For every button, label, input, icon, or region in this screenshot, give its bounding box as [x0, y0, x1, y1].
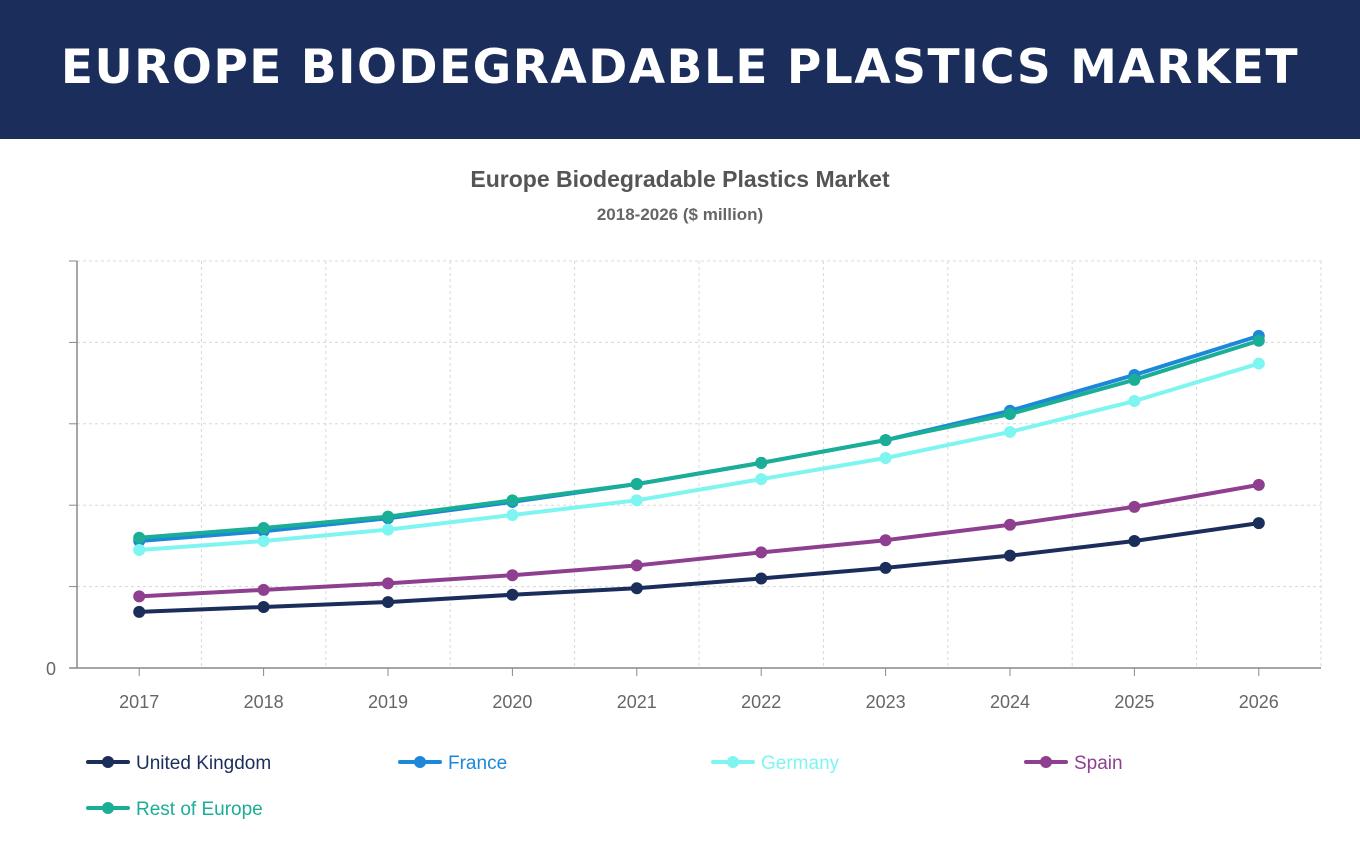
data-point-spain [630, 559, 643, 572]
banner-title: EUROPE BIODEGRADABLE PLASTICS MARKET [60, 40, 1300, 95]
x-tick-label: 2018 [244, 692, 284, 712]
series-line-united-kingdom [137, 521, 1261, 614]
data-point-rest-of-europe [506, 494, 519, 507]
legend-marker-spain [1040, 756, 1052, 768]
data-point-united-kingdom [1252, 517, 1265, 530]
data-point-united-kingdom [382, 596, 394, 609]
data-point-united-kingdom [133, 605, 146, 618]
data-point-spain [382, 577, 394, 590]
legend-label-spain: Spain [1074, 753, 1123, 774]
data-point-united-kingdom [1128, 535, 1141, 548]
data-point-germany [506, 508, 519, 521]
data-point-rest-of-europe [879, 434, 892, 447]
x-tick-label: 2019 [368, 692, 408, 712]
data-point-spain [879, 534, 892, 547]
series-line-rest-of-europe [137, 338, 1261, 540]
data-point-rest-of-europe [1004, 408, 1016, 421]
series-line-france [137, 333, 1261, 544]
x-tick-label: 2026 [1239, 692, 1279, 712]
data-point-rest-of-europe [382, 510, 394, 523]
x-tick-label: 2021 [617, 692, 657, 712]
x-tick-label: 2020 [492, 692, 532, 712]
data-point-germany [257, 535, 270, 548]
data-point-germany [630, 494, 643, 507]
data-point-rest-of-europe [1128, 373, 1141, 386]
legend-label-germany: Germany [761, 753, 840, 774]
data-point-rest-of-europe [630, 478, 643, 491]
data-point-united-kingdom [506, 588, 519, 601]
data-point-united-kingdom [630, 582, 643, 595]
data-point-spain [506, 569, 519, 582]
legend-label-france: France [448, 753, 507, 774]
data-point-germany [1004, 425, 1016, 438]
data-point-united-kingdom [755, 572, 768, 585]
data-point-rest-of-europe [1252, 334, 1265, 347]
legend-label-united-kingdom: United Kingdom [136, 753, 271, 774]
legend-marker-france [414, 756, 426, 768]
x-tick-label: 2023 [866, 692, 906, 712]
data-point-rest-of-europe [257, 521, 270, 534]
data-point-united-kingdom [1004, 549, 1016, 562]
chart-subtitle: 2018-2026 ($ million) [596, 205, 764, 224]
x-tick-label: 2024 [990, 692, 1030, 712]
data-point-united-kingdom [257, 600, 270, 613]
x-tick-label: 2017 [119, 692, 159, 712]
legend-marker-united-kingdom [102, 756, 114, 768]
series-line-spain [137, 482, 1261, 599]
data-point-rest-of-europe [755, 456, 768, 469]
data-point-germany [1252, 357, 1265, 370]
data-point-spain [133, 590, 146, 603]
data-point-germany [382, 523, 394, 536]
data-point-germany [133, 543, 146, 556]
y-tick-label: 0 [46, 659, 56, 679]
legend-marker-rest-of-europe [102, 802, 114, 814]
data-point-germany [879, 451, 892, 464]
data-point-spain [1004, 518, 1016, 531]
data-point-rest-of-europe [133, 531, 146, 544]
data-point-spain [1252, 478, 1265, 491]
data-point-spain [755, 546, 768, 559]
data-point-united-kingdom [879, 561, 892, 574]
x-tick-label: 2025 [1114, 692, 1154, 712]
header-banner: EUROPE BIODEGRADABLE PLASTICS MARKET [0, 0, 1360, 139]
series-line-germany [137, 361, 1261, 552]
data-point-spain [1128, 500, 1141, 513]
data-point-germany [1128, 395, 1141, 408]
x-tick-label: 2022 [741, 692, 781, 712]
data-point-germany [755, 473, 768, 486]
legend-marker-germany [727, 756, 739, 768]
data-point-spain [257, 583, 270, 596]
chart-title: Europe Biodegradable Plastics Market [470, 166, 890, 192]
legend-label-rest-of-europe: Rest of Europe [136, 799, 263, 820]
